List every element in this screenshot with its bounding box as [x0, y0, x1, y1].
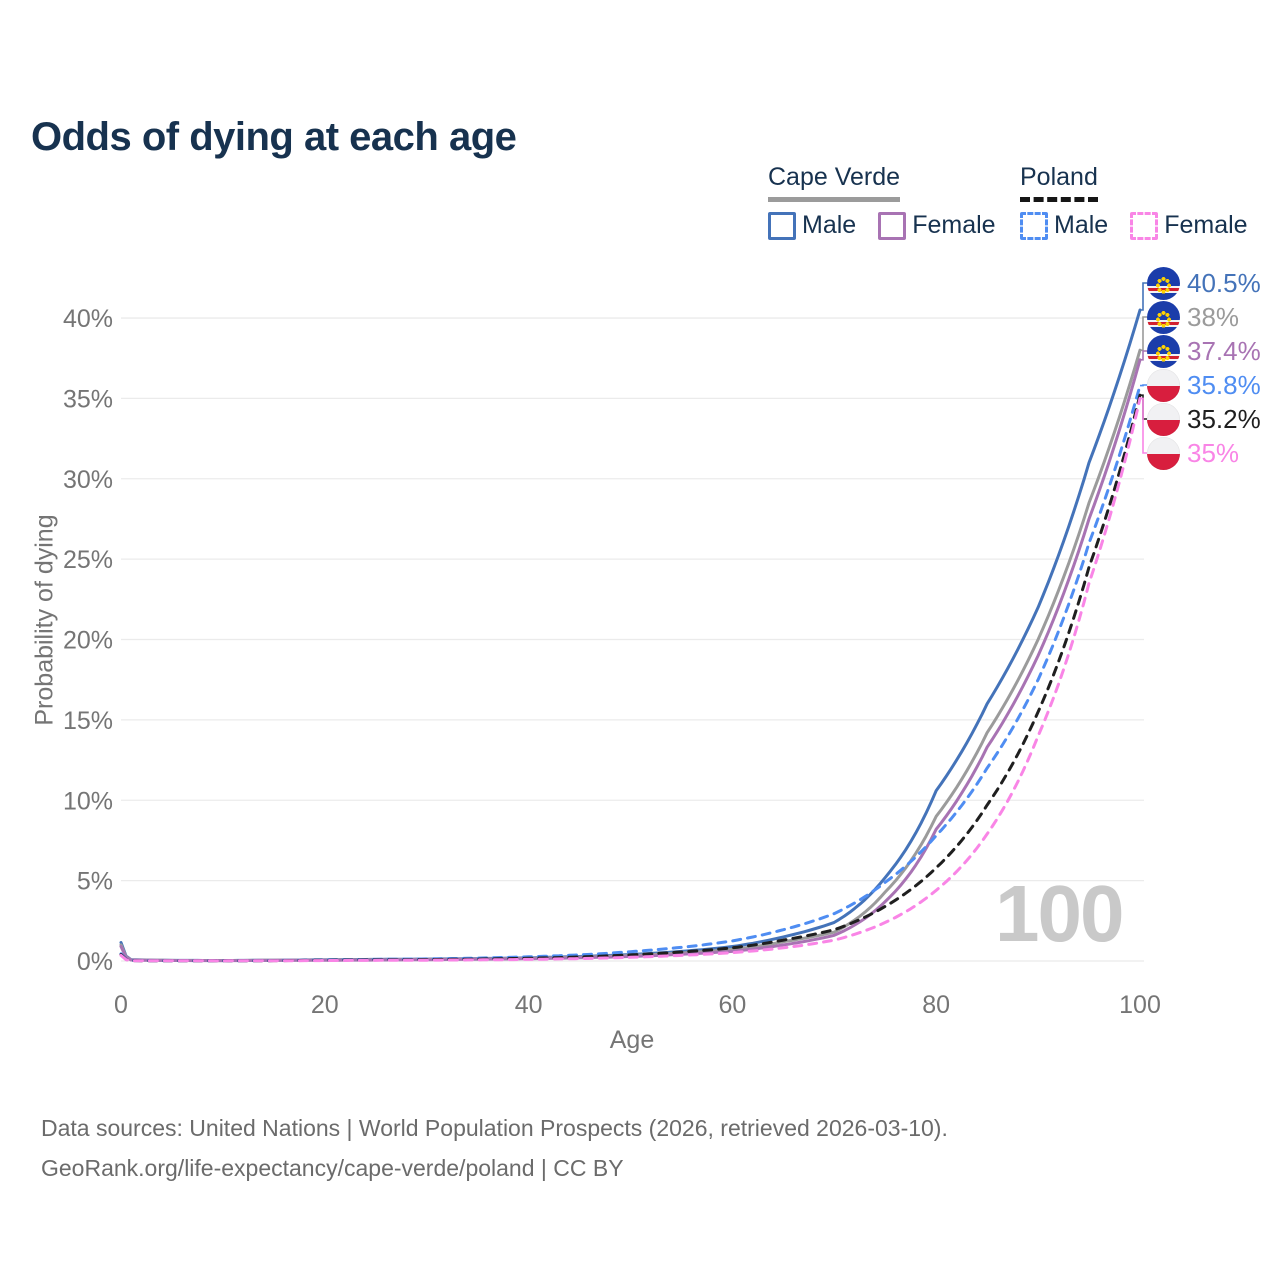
end-label-value: 35.2% [1187, 403, 1261, 434]
x-tick-label: 40 [515, 991, 543, 1019]
x-tick-label: 100 [1119, 991, 1161, 1019]
x-tick-label: 20 [311, 991, 339, 1019]
end-label-cape-verde-male: 40.5% [1147, 266, 1261, 300]
end-label-value: 35.8% [1187, 369, 1261, 400]
end-label-value: 37.4% [1187, 335, 1261, 366]
poland-flag-icon [1147, 368, 1180, 402]
series-line-poland-male [119, 384, 1142, 963]
cape-verde-female-checkbox-icon[interactable] [878, 211, 907, 240]
x-tick-label: 60 [718, 991, 746, 1019]
poland-male-checkbox-icon[interactable] [1020, 211, 1048, 240]
leader-line-poland-female [1140, 397, 1147, 454]
end-label-value: 38% [1187, 301, 1240, 332]
legend-item-poland-male[interactable]: Male [1020, 211, 1108, 240]
cape-verde-flag-icon [1147, 334, 1180, 368]
poland-flag-icon [1147, 402, 1180, 436]
y-tick-label: 0% [77, 948, 113, 976]
leader-line-cape-verde-female [1140, 350, 1147, 361]
legend-item-poland-female[interactable]: Female [1130, 211, 1248, 240]
cape-verde-flag-icon [1147, 300, 1180, 334]
end-label-cape-verde-female: 37.4% [1147, 334, 1261, 368]
legend-row-poland: Male Female [1020, 211, 1262, 240]
x-tick-label: 0 [114, 991, 128, 1019]
y-tick-label: 20% [63, 627, 113, 655]
end-label-value: 40.5% [1187, 267, 1261, 298]
legend-label: Female [1164, 211, 1248, 239]
legend-group-poland: Poland Male Female [1020, 163, 1262, 240]
footer: Data sources: United Nations | World Pop… [41, 1108, 948, 1188]
legend-label: Male [802, 211, 857, 239]
y-tick-label: 5% [77, 868, 113, 896]
series-line-poland-female [119, 396, 1142, 963]
leader-line-poland-male [1140, 384, 1147, 387]
y-tick-label: 25% [63, 546, 113, 574]
end-label-poland-female: 35% [1147, 436, 1240, 470]
series-line-poland-both-sexes [119, 393, 1142, 963]
poland-female-checkbox-icon[interactable] [1130, 211, 1159, 240]
leader-line-cape-verde-both-sexes [1140, 316, 1147, 352]
y-tick-label: 40% [63, 305, 113, 333]
legend-row-cape-verde: Male Female [768, 211, 1010, 240]
legend-country-cape-verde[interactable]: Cape Verde [768, 163, 901, 202]
footer-data-sources: Data sources: United Nations | World Pop… [41, 1115, 948, 1141]
series-line-cape-verde-both-sexes [119, 348, 1142, 963]
cape-verde-flag-icon [1147, 266, 1180, 300]
y-tick-label: 30% [63, 466, 113, 494]
end-label-poland-male: 35.8% [1147, 368, 1261, 402]
y-axis-title: Probability of dying [30, 514, 59, 726]
series-line-cape-verde-female [119, 358, 1142, 963]
legend-item-cape-verde-female[interactable]: Female [878, 211, 996, 240]
footer-attribution: GeoRank.org/life-expectancy/cape-verde/p… [41, 1155, 624, 1181]
legend-label: Male [1054, 211, 1109, 239]
end-label-value: 35% [1187, 437, 1240, 468]
legend-item-cape-verde-male[interactable]: Male [768, 211, 856, 240]
y-tick-label: 35% [63, 385, 113, 413]
end-label-cape-verde-both-sexes: 38% [1147, 300, 1240, 334]
x-tick-label: 80 [922, 991, 950, 1019]
cape-verde-male-checkbox-icon[interactable] [768, 211, 796, 240]
leader-line-cape-verde-male [1140, 282, 1147, 311]
y-tick-label: 15% [63, 707, 113, 735]
end-label-poland-both-sexes: 35.2% [1147, 402, 1261, 436]
series-line-cape-verde-male [119, 308, 1142, 962]
current-age-watermark: 100 [995, 869, 1124, 958]
legend-group-cape-verde: Cape Verde Male Female [768, 163, 1010, 240]
y-tick-label: 10% [63, 787, 113, 815]
chart-title: Odds of dying at each age [31, 114, 517, 159]
x-axis-title: Age [609, 1026, 655, 1054]
poland-flag-icon [1147, 436, 1180, 470]
legend-label: Female [912, 211, 996, 239]
legend-country-poland[interactable]: Poland [1020, 163, 1098, 202]
